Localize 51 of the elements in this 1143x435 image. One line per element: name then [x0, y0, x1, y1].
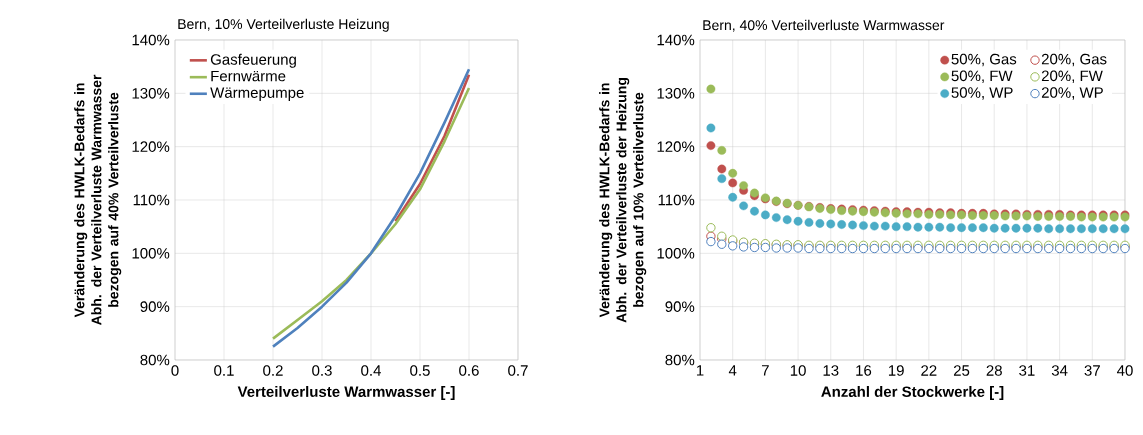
x-tick-label: 0.1: [214, 365, 234, 376]
y-tick-label: 80%: [140, 354, 170, 366]
legend-label: 50%, FW: [951, 70, 1013, 83]
x-axis-title: Anzahl der Stockwerke [-]: [821, 386, 1004, 400]
x-tick-label: 37: [1084, 365, 1100, 376]
y-axis-title: Veränderung des HWLK-Bedarfs in Abh. der Verteilverluste der Heizung bezogen auf 10% Verteilverluste: [599, 78, 647, 323]
legend-label: 20%, Gas: [1041, 53, 1107, 67]
x-tick-label: 0.6: [459, 365, 479, 376]
y-tick-label: 110%: [133, 194, 170, 206]
x-tick-label: 16: [856, 365, 872, 376]
y-tick-label: 120%: [657, 141, 695, 152]
legend-label: Fernwärme: [211, 70, 286, 82]
y-tick-label: 130%: [132, 88, 170, 99]
x-tick-label: 4: [728, 365, 737, 376]
legend-label: 20%, FW: [1041, 70, 1103, 83]
y-tick-label: 140%: [132, 34, 170, 46]
legend-label: Wärmepumpe: [210, 87, 304, 101]
y-tick-label: 140%: [657, 34, 695, 46]
chart-title: Bern, 40% Verteilverluste Warmwasser: [703, 19, 945, 32]
x-tick-label: 0.4: [361, 365, 381, 376]
x-tick-label: 40: [1117, 365, 1133, 376]
x-tick-label: 7: [761, 365, 769, 376]
x-tick-label: 31: [1019, 365, 1035, 376]
x-tick-label: 0.2: [263, 365, 283, 376]
x-tick-label: 0.5: [410, 365, 430, 376]
x-tick-label: 10: [790, 365, 806, 376]
y-tick-label: 100%: [132, 248, 170, 259]
x-tick-label: 0: [171, 365, 179, 376]
x-tick-label: 22: [921, 365, 937, 376]
x-tick-label: 19: [888, 365, 904, 376]
y-tick-label: 120%: [132, 141, 170, 152]
legend-label: 50%, WP: [951, 87, 1013, 100]
x-axis-title: Verteilverluste Warmwasser [-]: [237, 386, 455, 400]
legend-label: 20%, WP: [1041, 87, 1103, 100]
x-tick-label: 1: [696, 365, 704, 376]
x-tick-label: 34: [1051, 365, 1068, 376]
y-tick-label: 130%: [657, 88, 695, 99]
x-tick-label: 0.7: [508, 365, 528, 376]
y-tick-label: 80%: [665, 354, 695, 366]
legend-label: 50%, Gas: [951, 53, 1017, 67]
x-tick-label: 28: [986, 365, 1002, 376]
x-tick-label: 13: [823, 365, 839, 376]
legend-label: Gasfeuerung: [210, 53, 296, 68]
chart-title: Bern, 10% Verteilverluste Heizung: [178, 18, 389, 32]
y-tick-label: 110%: [658, 194, 695, 206]
x-tick-label: 0.3: [312, 365, 332, 376]
y-tick-label: 90%: [140, 301, 170, 312]
y-tick-label: 90%: [665, 301, 695, 312]
x-tick-label: 25: [953, 365, 970, 376]
y-axis-title: Veränderung des HWLK-Bedarfs in Abh. der Verteilverluste Warmwasser bezogen auf 40% Verteilverluste: [74, 74, 122, 326]
y-tick-label: 100%: [657, 248, 695, 259]
